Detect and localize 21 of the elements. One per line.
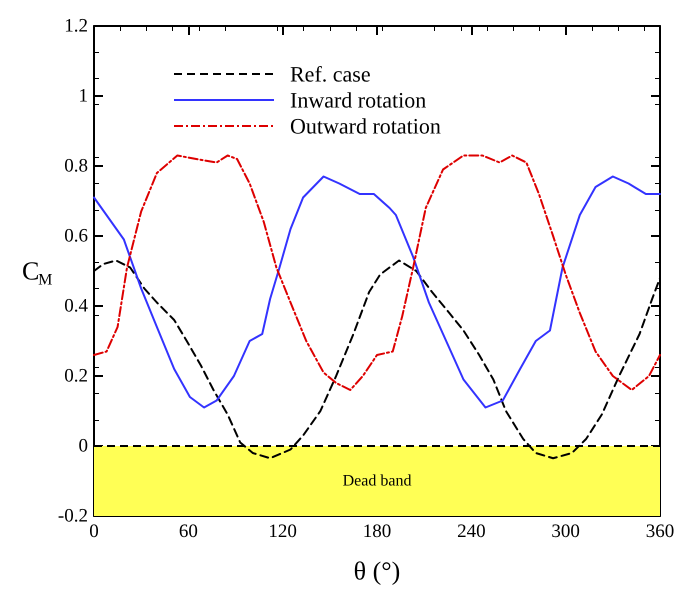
x-tick-label: 300: [551, 521, 580, 542]
x-axis-title: θ (°): [354, 556, 400, 586]
x-tick-label: 120: [268, 521, 297, 542]
line-series: [93, 154, 661, 391]
x-tick-label: 360: [646, 521, 674, 542]
y-tick-label: 0: [78, 436, 88, 456]
band-label: Dead band: [342, 472, 412, 490]
line-series: [93, 176, 661, 408]
y-tick-label: 0.2: [64, 366, 88, 386]
y-tick-label: 0.6: [64, 226, 88, 246]
x-tick-label: 180: [362, 521, 392, 542]
y-tick-label: 1.2: [64, 16, 88, 36]
x-tick-label: 60: [178, 521, 198, 542]
y-tick-label: 0.4: [64, 296, 88, 316]
legend-label: Ref. case: [290, 62, 371, 86]
legend-label: Inward rotation: [290, 88, 426, 112]
x-tick-label: 240: [457, 521, 486, 542]
y-tick-label: 0.8: [64, 156, 88, 176]
legend-label: Outward rotation: [290, 114, 441, 138]
y-tick-label: 1: [78, 86, 88, 106]
y-tick-label: -0.2: [58, 506, 88, 526]
